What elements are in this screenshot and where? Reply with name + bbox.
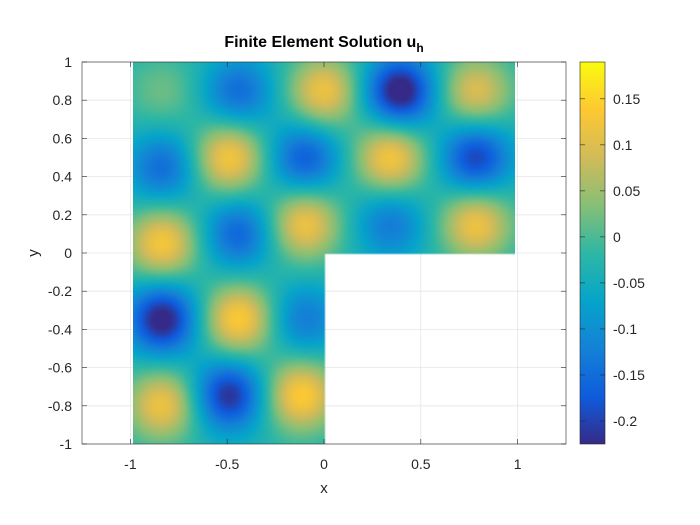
y-axis-label: y [25,249,42,257]
y-tick-label: -0.2 [48,283,72,299]
x-axis-label: x [320,480,328,497]
colorbar-tick-label: 0.05 [613,183,640,199]
x-tick-label: -0.5 [215,456,239,472]
y-tick-label: -0.4 [48,321,72,337]
x-tick-labels: -1 -0.5 0 0.5 1 [124,456,522,472]
colorbar-tick-label: -0.05 [613,275,645,291]
x-tick-label: 0.5 [411,456,431,472]
colorbar-tick-label: 0 [613,229,621,245]
y-tick-label: 0.2 [53,207,73,223]
y-tick-label: -0.6 [48,360,72,376]
x-tick-label: 1 [514,456,522,472]
chart-title: Finite Element Solution uh [224,34,423,55]
y-tick-label: 0.6 [53,130,73,146]
y-tick-label: -0.8 [48,398,72,414]
y-tick-label: 0.4 [53,169,73,185]
colorbar [579,61,606,445]
colorbar-ticks: 0.15 0.1 0.05 0 -0.05 -0.1 -0.15 -0.2 [580,91,645,429]
y-tick-labels: -1 -0.8 -0.6 -0.4 -0.2 0 0.2 0.4 0.6 0.8 1 [48,54,72,452]
y-tick-label: 1 [64,54,72,70]
y-tick-label: -1 [60,436,73,452]
colorbar-tick-label: -0.15 [613,367,645,383]
x-tick-label: -1 [124,456,137,472]
colorbar-tick-label: 0.1 [613,137,633,153]
solution-field [133,62,515,444]
colorbar-tick-label: 0.15 [613,91,640,107]
y-tick-label: 0.8 [53,92,73,108]
colorbar-tick-label: -0.1 [613,321,637,337]
chart-title-subscript: h [416,41,423,55]
colorbar-tick-label: -0.2 [613,413,637,429]
axes-box [81,61,567,445]
x-tick-label: 0 [320,456,328,472]
chart-title-main: Finite Element Solution u [224,34,416,51]
y-tick-label: 0 [64,245,72,261]
